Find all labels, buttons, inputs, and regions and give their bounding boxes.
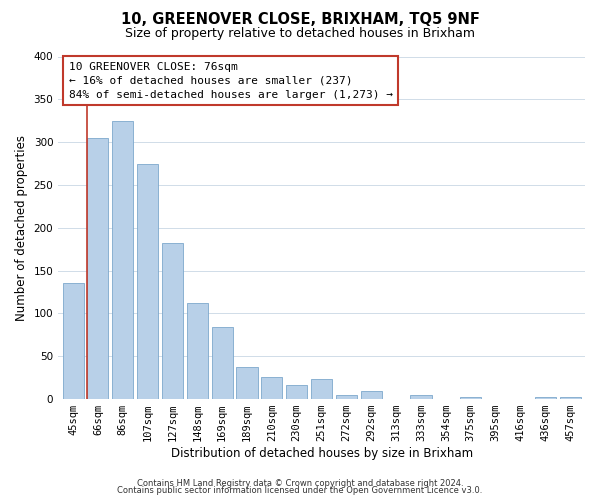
Bar <box>137 164 158 399</box>
Bar <box>262 377 283 399</box>
Bar <box>286 384 307 399</box>
Bar <box>212 327 233 399</box>
Text: 10 GREENOVER CLOSE: 76sqm
← 16% of detached houses are smaller (237)
84% of semi: 10 GREENOVER CLOSE: 76sqm ← 16% of detac… <box>69 62 393 100</box>
Bar <box>162 243 183 399</box>
Bar <box>187 303 208 399</box>
Bar <box>236 368 257 399</box>
Bar <box>62 284 83 399</box>
Bar <box>88 138 109 399</box>
Bar <box>535 398 556 399</box>
Text: Contains HM Land Registry data © Crown copyright and database right 2024.: Contains HM Land Registry data © Crown c… <box>137 478 463 488</box>
Text: 10, GREENOVER CLOSE, BRIXHAM, TQ5 9NF: 10, GREENOVER CLOSE, BRIXHAM, TQ5 9NF <box>121 12 479 28</box>
Bar <box>336 395 357 399</box>
Bar <box>410 395 431 399</box>
Bar <box>311 378 332 399</box>
Text: Size of property relative to detached houses in Brixham: Size of property relative to detached ho… <box>125 28 475 40</box>
Bar <box>361 390 382 399</box>
X-axis label: Distribution of detached houses by size in Brixham: Distribution of detached houses by size … <box>170 447 473 460</box>
Bar <box>460 398 481 399</box>
Bar <box>112 120 133 399</box>
Bar <box>560 398 581 399</box>
Text: Contains public sector information licensed under the Open Government Licence v3: Contains public sector information licen… <box>118 486 482 495</box>
Y-axis label: Number of detached properties: Number of detached properties <box>15 135 28 321</box>
